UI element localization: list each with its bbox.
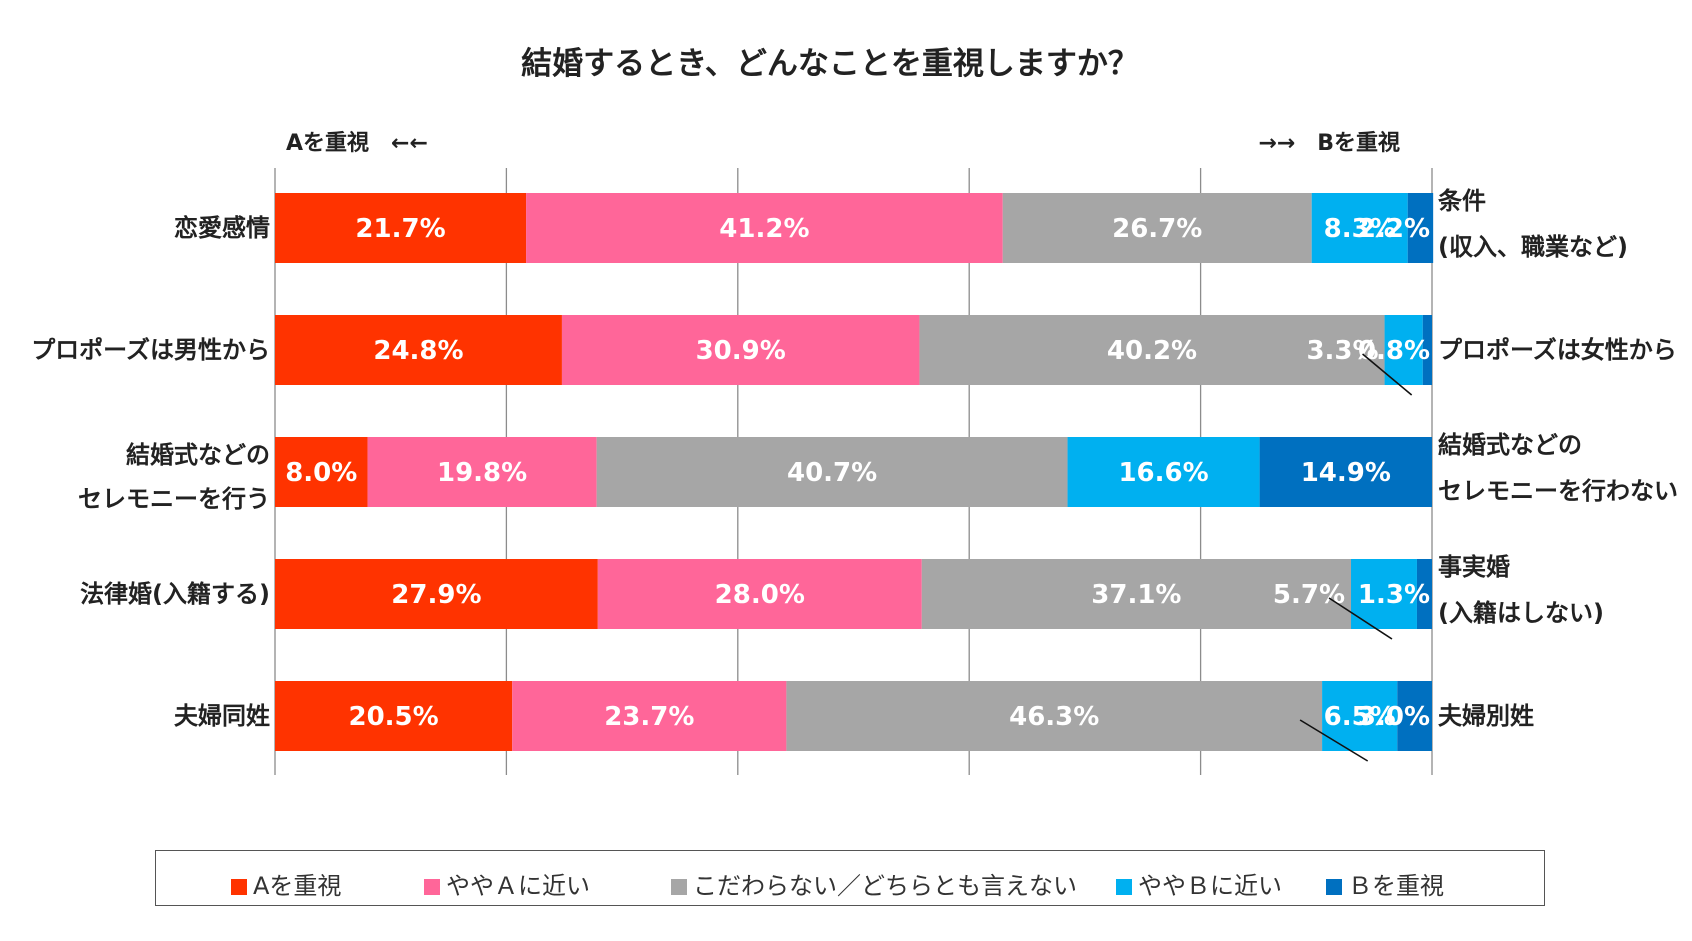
row-label-right: (収入、職業など) <box>1438 233 1628 261</box>
data-label: 8.3% <box>1324 214 1396 244</box>
leader-line <box>1362 353 1413 396</box>
bar-segment <box>1416 559 1432 629</box>
row-label-right: 夫婦別姓 <box>1438 702 1534 730</box>
bar-segment <box>1407 193 1434 263</box>
data-label: 2.2% <box>1358 214 1430 244</box>
bar-segment <box>367 437 597 507</box>
row-label-left: 法律婚(入籍する) <box>80 580 270 608</box>
legend-item: Aを重視 <box>231 866 341 901</box>
legend-label: ややＡに近い <box>446 872 590 900</box>
data-label: 21.7% <box>355 214 445 244</box>
bar-segment <box>1322 681 1398 751</box>
data-label: 16.6% <box>1118 458 1208 488</box>
chart-title: 結婚するとき、どんなことを重視しますか？ <box>521 46 1139 82</box>
legend-label: ややＢに近い <box>1138 872 1282 900</box>
data-label: 20.5% <box>348 702 438 732</box>
bar-segment <box>1311 193 1408 263</box>
legend-label: こだわらない／どちらとも言えない <box>693 872 1077 900</box>
legend-item: ややＡに近い <box>424 866 590 901</box>
data-label: 1.3% <box>1358 580 1430 610</box>
row-label-right: 結婚式などの <box>1438 431 1582 459</box>
legend-swatch <box>1116 879 1132 895</box>
bar-segment <box>1351 559 1417 629</box>
right-header: →→ Bを重視 <box>1258 131 1400 156</box>
data-label: 28.0% <box>715 580 805 610</box>
row-label-right: セレモニーを行わない <box>1438 477 1678 505</box>
data-label: 14.9% <box>1301 458 1391 488</box>
bar-segment <box>561 315 920 385</box>
legend-label: Aを重視 <box>253 872 342 900</box>
data-label: 30.9% <box>696 336 786 366</box>
bar-segment <box>275 193 527 263</box>
data-label: 40.7% <box>787 458 877 488</box>
bar-segment <box>1397 681 1432 751</box>
row-label-left: 恋愛感情 <box>174 214 270 242</box>
legend: Aを重視 ややＡに近い こだわらない／どちらとも言えない ややＢに近い Ｂを重視 <box>155 850 1545 906</box>
legend-item: こだわらない／どちらとも言えない <box>671 866 1077 901</box>
legend-item: Ｂを重視 <box>1326 866 1444 901</box>
bar-segment <box>1259 437 1432 507</box>
bar-segment <box>526 193 1003 263</box>
data-label: 6.5% <box>1324 702 1396 732</box>
bar-segment <box>1067 437 1260 507</box>
leader-line <box>1328 597 1393 640</box>
legend-swatch <box>1326 879 1342 895</box>
bar-segment <box>1384 315 1423 385</box>
data-label: 3.0% <box>1358 702 1430 732</box>
row-label-left: 結婚式などの <box>126 441 270 469</box>
bar-segment <box>596 437 1068 507</box>
data-label: 26.7% <box>1112 214 1202 244</box>
legend-swatch <box>424 879 440 895</box>
bar-segment <box>919 315 1385 385</box>
legend-item: ややＢに近い <box>1116 866 1282 901</box>
row-label-left: プロポーズは男性から <box>31 336 270 364</box>
row-label-right: 事実婚 <box>1438 553 1510 581</box>
bar-segment <box>597 559 922 629</box>
bar-segment <box>1422 315 1432 385</box>
bar-segment <box>275 681 513 751</box>
data-label: 27.9% <box>391 580 481 610</box>
legend-swatch <box>231 879 247 895</box>
row-label-left: セレモニーを行う <box>78 485 270 513</box>
data-label: 19.8% <box>437 458 527 488</box>
data-label: 23.7% <box>604 702 694 732</box>
data-label: 41.2% <box>719 214 809 244</box>
data-label: 37.1% <box>1091 580 1181 610</box>
legend-swatch <box>671 879 687 895</box>
data-label: 5.7% <box>1273 580 1345 610</box>
row-label-right: (入籍はしない) <box>1438 599 1604 627</box>
data-label: 24.8% <box>373 336 463 366</box>
data-label: 0.8% <box>1358 336 1430 366</box>
bar-segment <box>1002 193 1312 263</box>
bar-segment <box>512 681 787 751</box>
data-label: 40.2% <box>1107 336 1197 366</box>
leader-line <box>1299 719 1369 762</box>
bar-segment <box>921 559 1352 629</box>
row-label-right: プロポーズは女性から <box>1438 336 1677 364</box>
row-label-left: 夫婦同姓 <box>174 702 270 730</box>
data-label: 3.3% <box>1306 336 1378 366</box>
bar-segment <box>275 315 562 385</box>
bar-segment <box>275 437 368 507</box>
bar-segment <box>275 559 598 629</box>
bar-segment <box>786 681 1323 751</box>
row-label-right: 条件 <box>1438 187 1486 215</box>
legend-label: Ｂを重視 <box>1348 872 1444 900</box>
data-label: 8.0% <box>285 458 357 488</box>
left-header: Aを重視 ←← <box>286 131 428 156</box>
data-label: 46.3% <box>1009 702 1099 732</box>
